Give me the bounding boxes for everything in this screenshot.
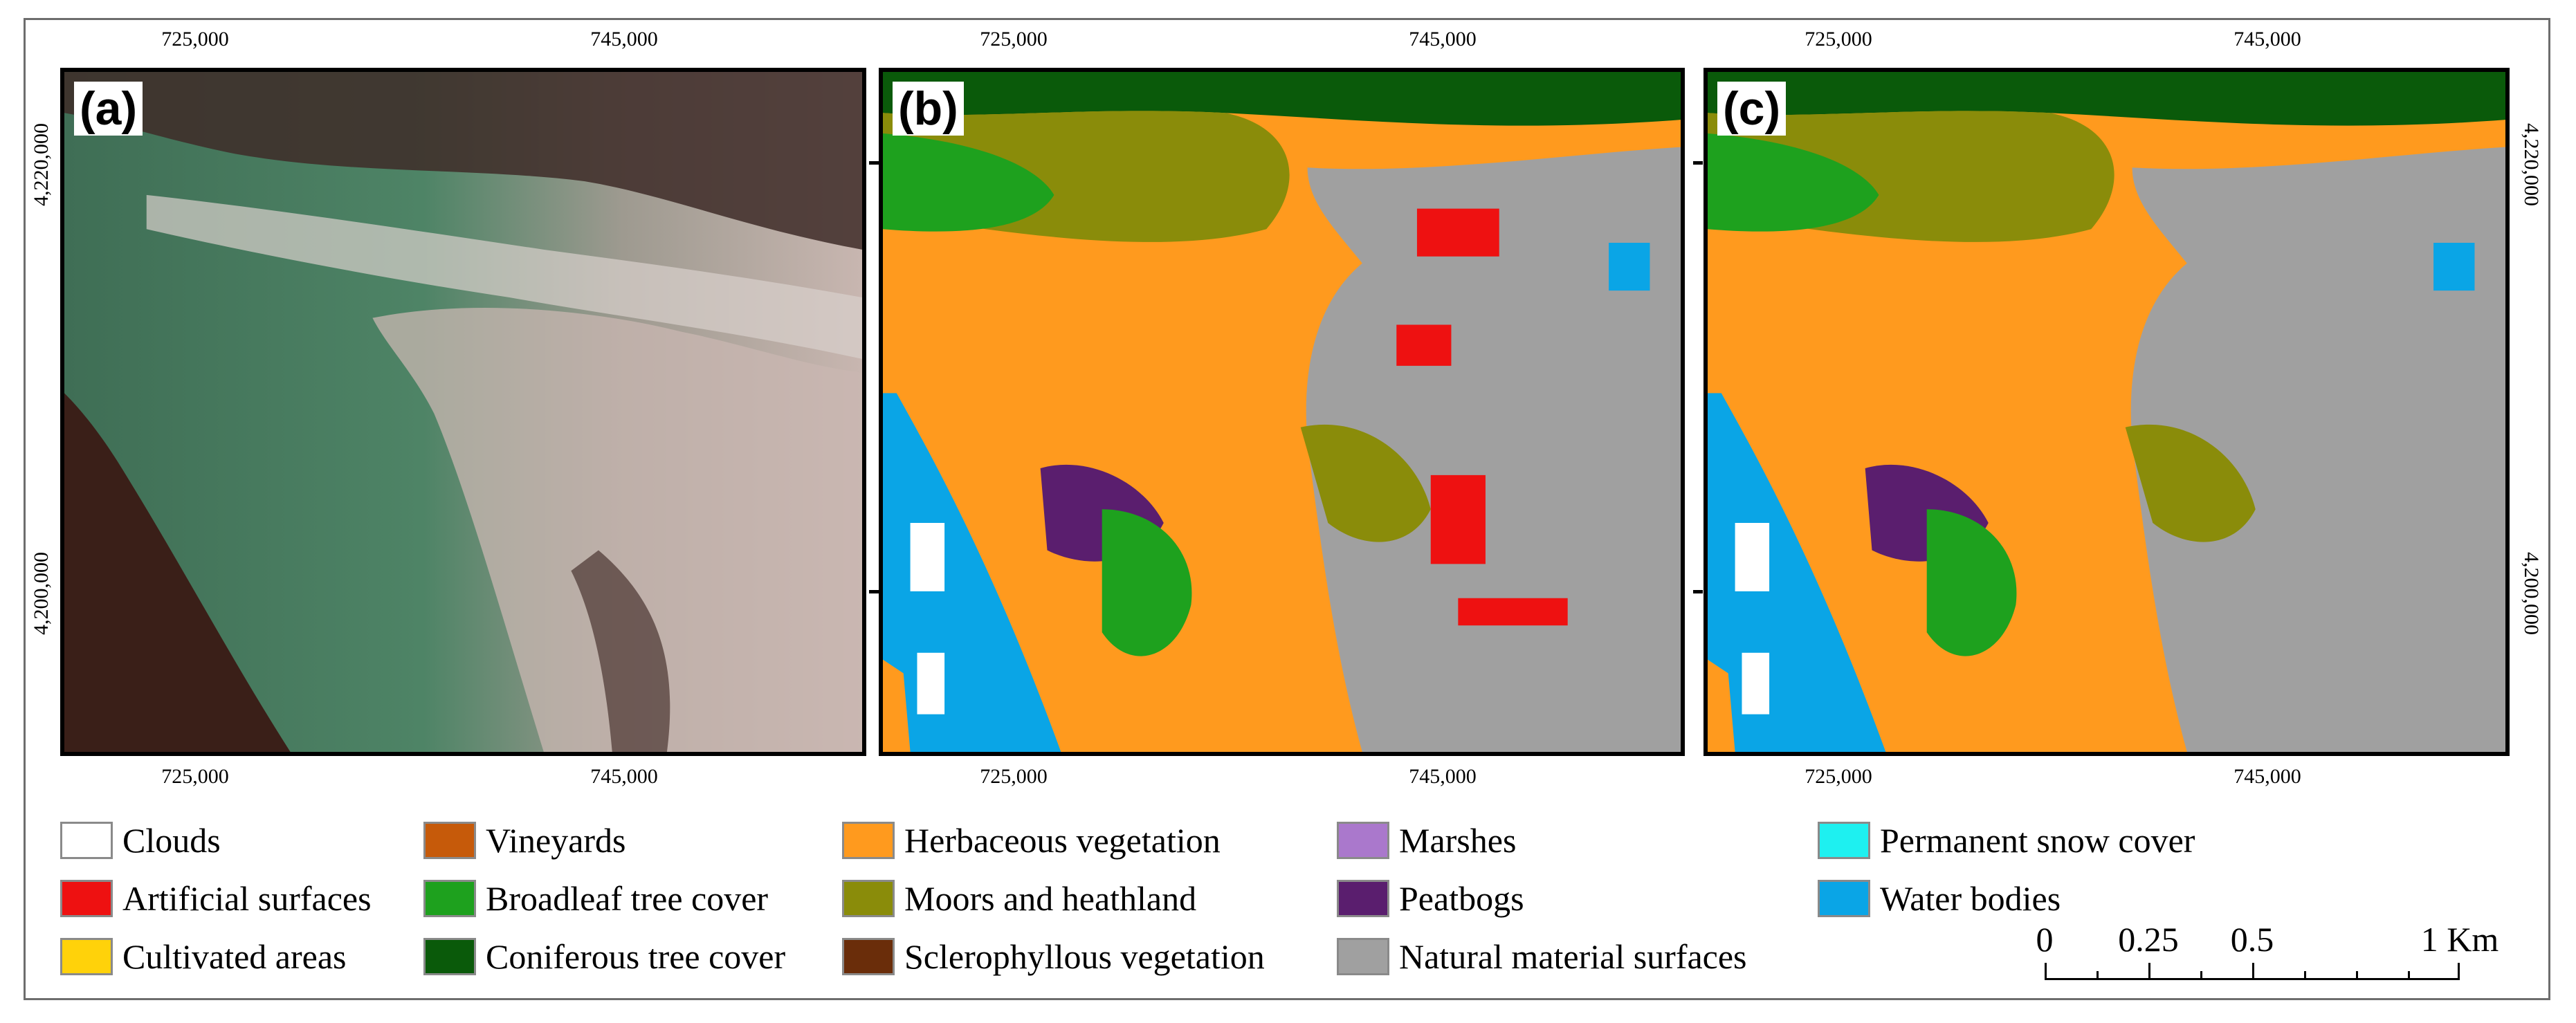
legend-swatch [1337, 822, 1389, 859]
legend-swatch [1337, 880, 1389, 917]
legend-label: Artificial surfaces [122, 879, 372, 918]
panel-b-classification-map: (b) [879, 68, 1685, 756]
legend-label: Natural material surfaces [1399, 937, 1747, 976]
legend-label: Permanent snow cover [1880, 821, 2195, 860]
easting-tick-top-b-1: 725,000 [980, 28, 1048, 50]
northing-tick-right-2: 4,200,000 [2520, 552, 2543, 635]
legend-swatch [1818, 880, 1870, 917]
easting-tick-top-a-2: 745,000 [590, 28, 658, 50]
legend-swatch [60, 822, 113, 859]
legend-swatch [842, 822, 895, 859]
legend-item-coniferous-tree-cover: Coniferous tree cover [423, 936, 785, 977]
northing-tick-mark [869, 590, 879, 593]
legend-swatch [842, 880, 895, 917]
panel-label-b: (b) [893, 82, 964, 136]
legend-label: Marshes [1399, 821, 1517, 860]
easting-tick-top-c-1: 725,000 [1805, 28, 1872, 50]
northing-tick-left-1: 4,220,000 [30, 123, 53, 206]
scale-bar: 0 0.25 0.5 1 Km [2036, 920, 2499, 1003]
legend-item-permanent-snow-cover: Permanent snow cover [1818, 820, 2195, 861]
scale-label-1km: 1 Km [2420, 920, 2499, 959]
scale-label-0.25: 0.25 [2118, 920, 2179, 959]
scale-tick-major [2045, 963, 2047, 980]
legend-label: Clouds [122, 821, 221, 860]
legend-item-sclerophyllous-vegetation: Sclerophyllous vegetation [842, 936, 1265, 977]
legend-item-clouds: Clouds [60, 820, 221, 861]
legend-label: Coniferous tree cover [486, 937, 786, 976]
legend-item-artificial-surfaces: Artificial surfaces [60, 878, 372, 919]
easting-tick-top-b-2: 745,000 [1409, 28, 1477, 50]
scale-label-0: 0 [2036, 920, 2054, 959]
legend-label: Cultivated areas [122, 937, 347, 976]
northing-tick-mark [869, 161, 879, 165]
legend-item-marshes: Marshes [1337, 820, 1516, 861]
legend-label: Herbaceous vegetation [904, 821, 1221, 860]
easting-tick-bottom-b-1: 725,000 [980, 765, 1048, 788]
legend-item-moors-and-heathland: Moors and heathland [842, 878, 1196, 919]
legend-label: Broadleaf tree cover [486, 879, 769, 918]
scale-tick-major [2458, 963, 2460, 980]
legend-label: Moors and heathland [904, 879, 1197, 918]
legend-item-natural-material-surfaces: Natural material surfaces [1337, 936, 1747, 977]
legend-label: Water bodies [1880, 879, 2061, 918]
legend-item-herbaceous-vegetation: Herbaceous vegetation [842, 820, 1221, 861]
figure-frame [24, 18, 2550, 1000]
easting-tick-bottom-c-2: 745,000 [2234, 765, 2301, 788]
land-cover-map-c [1708, 72, 2505, 752]
legend-swatch [423, 938, 476, 975]
easting-tick-top-c-2: 745,000 [2234, 28, 2301, 50]
legend-swatch [423, 880, 476, 917]
legend-swatch [842, 938, 895, 975]
easting-tick-bottom-a-2: 745,000 [590, 765, 658, 788]
scale-tick-minor [2200, 971, 2202, 980]
legend-item-water-bodies: Water bodies [1818, 878, 2061, 919]
scale-tick-minor [2097, 971, 2099, 980]
northing-tick-mark [1693, 161, 1703, 165]
easting-tick-bottom-a-1: 725,000 [161, 765, 229, 788]
scale-tick-major [2252, 963, 2254, 980]
panel-c-classification-map: (c) [1703, 68, 2510, 756]
legend-swatch [60, 880, 113, 917]
northing-tick-right-1: 4,220,000 [2520, 123, 2543, 206]
panel-a-satellite-image: (a) [60, 68, 866, 756]
legend-item-vineyards: Vineyards [423, 820, 626, 861]
easting-tick-top-a-1: 725,000 [161, 28, 229, 50]
scale-tick-major [2148, 963, 2150, 980]
legend-swatch [1337, 938, 1389, 975]
legend-label: Peatbogs [1399, 879, 1524, 918]
legend-swatch [423, 822, 476, 859]
land-cover-map-b [883, 72, 1681, 752]
legend-item-broadleaf-tree-cover: Broadleaf tree cover [423, 878, 768, 919]
scale-tick-minor [2408, 971, 2410, 980]
legend-label: Vineyards [486, 821, 626, 860]
easting-tick-bottom-c-1: 725,000 [1805, 765, 1872, 788]
legend-swatch [60, 938, 113, 975]
legend-item-peatbogs: Peatbogs [1337, 878, 1524, 919]
scale-tick-minor [2304, 971, 2306, 980]
legend-label: Sclerophyllous vegetation [904, 937, 1265, 976]
panel-label-c: (c) [1717, 82, 1787, 136]
legend-item-cultivated-areas: Cultivated areas [60, 936, 347, 977]
panel-label-a: (a) [74, 82, 143, 136]
northing-tick-left-2: 4,200,000 [30, 552, 53, 635]
northing-tick-mark [1693, 590, 1703, 593]
legend-swatch [1818, 822, 1870, 859]
scale-label-0.5: 0.5 [2230, 920, 2274, 959]
easting-tick-bottom-b-2: 745,000 [1409, 765, 1477, 788]
scale-tick-minor [2356, 971, 2358, 980]
satellite-image [64, 72, 862, 752]
